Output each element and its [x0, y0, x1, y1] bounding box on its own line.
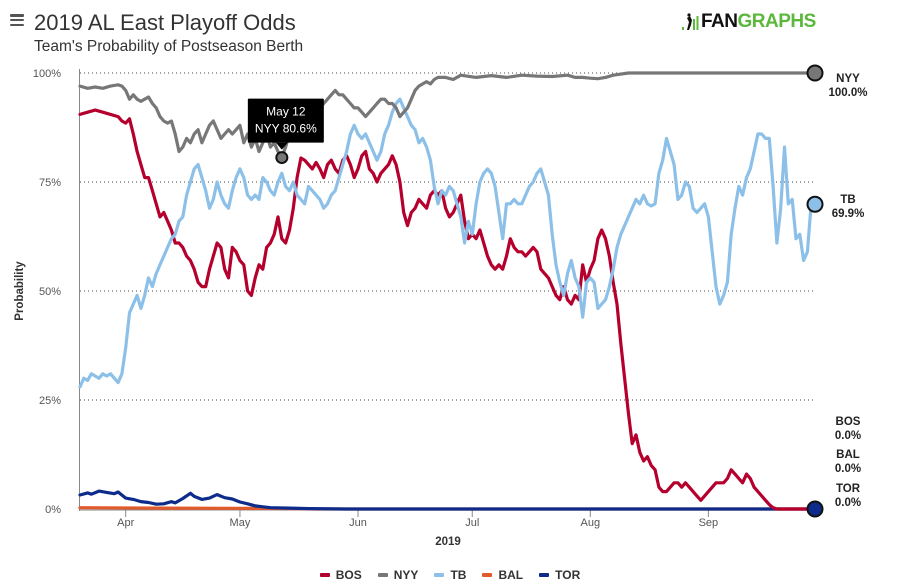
end-label-team-tb: TB	[840, 194, 855, 206]
end-marker-tb[interactable]	[806, 195, 824, 213]
legend-label: NYY	[393, 568, 419, 582]
end-label-team-bal: BAL	[836, 449, 860, 461]
hover-tooltip: May 12 NYY 80.6%	[247, 98, 324, 165]
y-tick-label: 25%	[39, 395, 61, 407]
legend-label: TB	[450, 568, 467, 582]
y-tick-label: 100%	[33, 68, 61, 80]
x-tick-label: Apr	[117, 517, 134, 529]
tooltip-arrow	[275, 142, 288, 150]
batter-icon	[682, 13, 699, 30]
end-label-value-tb: 69.9%	[832, 208, 865, 220]
series-line-tor[interactable]	[78, 489, 817, 511]
y-axis-title: Probability	[14, 261, 26, 321]
hamburger-menu-icon[interactable]	[10, 14, 24, 27]
logo-graphs-text: GRAPHS	[737, 11, 817, 32]
tooltip-date: May 12	[266, 105, 306, 119]
legend-item-tb[interactable]: TB	[434, 568, 466, 582]
series-line-tb[interactable]	[78, 97, 817, 389]
legend-swatch	[377, 573, 388, 577]
end-marker-nyy[interactable]	[806, 64, 824, 82]
legend-item-nyy[interactable]: NYY	[377, 568, 419, 582]
grid-lines	[80, 72, 815, 401]
end-label-value-bos: 0.0%	[835, 430, 861, 442]
x-tick-label: May	[230, 517, 251, 529]
x-axis-title: 2019	[435, 536, 461, 548]
y-axis-ticks: 0% 25% 50% 75% 100%	[33, 68, 61, 516]
fangraphs-logo[interactable]: FAN GRAPHS	[680, 11, 816, 33]
tooltip-value: NYY 80.6%	[255, 122, 317, 136]
series-line-nyy[interactable]	[78, 71, 817, 160]
y-tick-label: 75%	[39, 177, 61, 189]
logo-fan-text: FAN	[701, 11, 738, 32]
tooltip-box	[247, 98, 324, 143]
legend-label: TOR	[555, 568, 581, 582]
series-line-bos[interactable]	[78, 108, 817, 511]
y-tick-label: 50%	[39, 286, 61, 298]
end-marker-tor[interactable]	[806, 500, 824, 518]
x-tick-label: Sep	[699, 517, 719, 529]
chart-subtitle: Team's Probability of Postseason Berth	[34, 38, 304, 55]
end-label-value-tor: 0.0%	[835, 497, 861, 509]
x-tick-label: Jul	[465, 517, 479, 529]
chart-legend: BOS NYY TB BAL TOR	[0, 568, 900, 582]
legend-label: BOS	[335, 568, 362, 582]
legend-swatch	[482, 573, 493, 577]
playoff-odds-chart: 0% 25% 50% 75% 100% Apr May Jun Jul Aug Sep Proba…	[14, 64, 868, 548]
end-label-value-nyy: 100.0%	[828, 87, 867, 99]
end-markers	[806, 64, 824, 518]
legend-item-bal[interactable]: BAL	[482, 568, 523, 582]
legend-swatch	[539, 573, 550, 577]
x-tick-label: Aug	[581, 517, 601, 529]
x-axis: Apr May Jun Jul Aug Sep	[79, 69, 815, 529]
legend-label: BAL	[498, 568, 524, 582]
x-tick-label: Jun	[349, 517, 367, 529]
legend-swatch	[319, 573, 330, 577]
end-label-team-bos: BOS	[836, 416, 861, 428]
legend-swatch	[434, 573, 445, 577]
y-tick-label: 0%	[45, 504, 61, 516]
chart-title: 2019 AL East Playoff Odds	[34, 10, 296, 35]
legend-item-bos[interactable]: BOS	[319, 568, 362, 582]
tooltip-hover-point[interactable]	[275, 151, 289, 165]
end-label-value-bal: 0.0%	[835, 463, 861, 475]
end-label-team-nyy: NYY	[836, 73, 860, 85]
end-labels: BOS 0.0% NYY 100.0% TB 69.9% BAL 0.0% TOR 0.0%	[828, 73, 867, 509]
legend-item-tor[interactable]: TOR	[539, 568, 580, 582]
end-label-team-tor: TOR	[836, 483, 861, 495]
